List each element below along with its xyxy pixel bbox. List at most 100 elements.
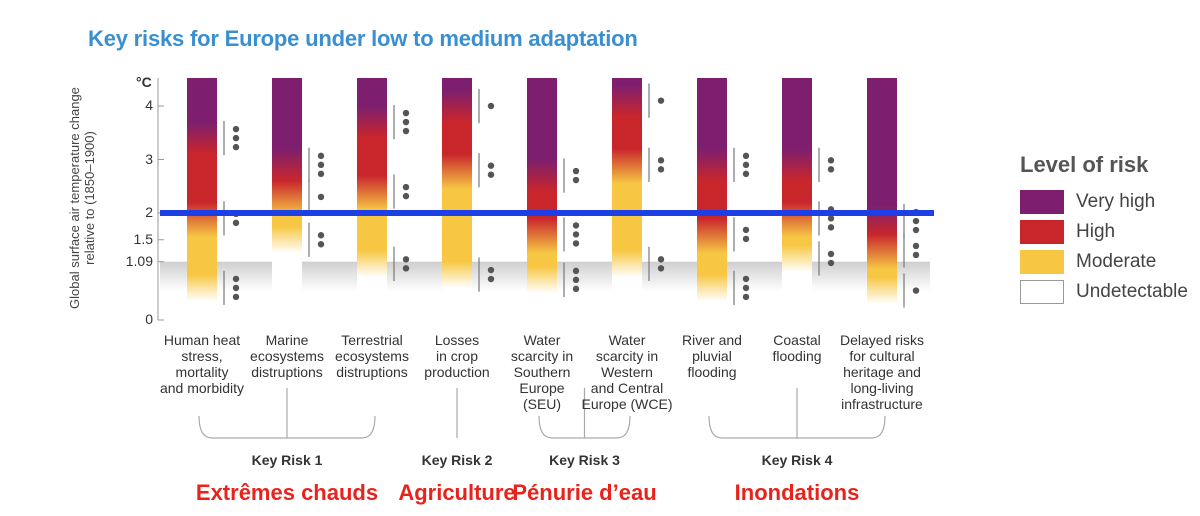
bar-layer bbox=[187, 78, 897, 320]
confidence-dot bbox=[487, 266, 495, 274]
legend-title: Level of risk bbox=[1020, 152, 1149, 177]
key-risk-label: Key Risk 3 bbox=[549, 452, 620, 468]
category-label: Water scarcity in Southern Europe (SEU) bbox=[510, 332, 574, 412]
category-label: Terrestrial ecosystems distruptions bbox=[335, 332, 409, 380]
legend-label: Very high bbox=[1076, 191, 1156, 212]
confidence-dot bbox=[827, 215, 835, 222]
confidence-dot bbox=[232, 275, 240, 283]
confidence-dot bbox=[572, 231, 580, 238]
confidence-dot bbox=[572, 167, 580, 175]
category-label: Coastal flooding bbox=[772, 332, 822, 364]
confidence-dot bbox=[487, 162, 495, 169]
key-risk-french-label: Extrêmes chauds bbox=[195, 480, 379, 505]
confidence-dot bbox=[912, 251, 920, 259]
confidence-dot bbox=[742, 235, 750, 243]
bracket-layer bbox=[198, 388, 886, 439]
confidence-dot bbox=[742, 152, 750, 160]
confidence-dot bbox=[402, 183, 410, 191]
confidence-dot bbox=[742, 161, 750, 169]
legend-label: High bbox=[1076, 221, 1116, 242]
category-label: Human heat stress, mortality and morbidi… bbox=[159, 332, 245, 396]
confidence-dot bbox=[827, 250, 835, 258]
risk-bar bbox=[272, 78, 302, 320]
category-label: Marine ecosystems distruptions bbox=[250, 332, 324, 380]
risk-bar bbox=[527, 78, 557, 320]
risk-bar bbox=[357, 78, 387, 320]
key-risk-label: Key Risk 4 bbox=[761, 452, 833, 468]
legend-swatch bbox=[1020, 220, 1064, 244]
confidence-dot bbox=[742, 275, 750, 283]
confidence-dot bbox=[742, 226, 750, 234]
risk-bar bbox=[697, 78, 727, 320]
confidence-dot bbox=[402, 118, 410, 126]
confidence-dot bbox=[657, 265, 665, 272]
y-tick-label: 3 bbox=[145, 150, 153, 167]
confidence-dot bbox=[742, 293, 750, 301]
confidence-dot bbox=[232, 134, 240, 142]
y-tick-label: 4 bbox=[145, 97, 153, 113]
confidence-dot bbox=[487, 102, 495, 110]
confidence-dot bbox=[487, 171, 495, 178]
legend-swatch bbox=[1020, 280, 1064, 304]
confidence-dot bbox=[317, 232, 325, 239]
category-label: Losses in crop production bbox=[424, 332, 490, 380]
confidence-dot bbox=[232, 143, 240, 151]
key-risk-french-label: Inondations bbox=[734, 480, 860, 505]
chart-title: Key risks for Europe under low to medium… bbox=[88, 26, 638, 51]
confidence-dot bbox=[912, 287, 920, 294]
confidence-dot bbox=[657, 256, 665, 263]
confidence-dot bbox=[402, 192, 410, 200]
key-risk-french-label: Agriculture bbox=[398, 480, 516, 505]
risk-bar bbox=[442, 78, 472, 320]
confidence-dot bbox=[572, 222, 580, 229]
confidence-dot bbox=[232, 284, 240, 292]
confidence-dot bbox=[572, 176, 580, 184]
category-label: Water scarcity in Western and Central Eu… bbox=[581, 332, 673, 412]
confidence-dot bbox=[487, 275, 495, 283]
confidence-dot bbox=[572, 276, 580, 284]
legend-swatch bbox=[1020, 250, 1064, 274]
confidence-dot bbox=[572, 267, 580, 275]
confidence-dot bbox=[742, 170, 750, 178]
confidence-dot bbox=[742, 284, 750, 292]
confidence-dot bbox=[912, 217, 920, 225]
confidence-layer bbox=[223, 83, 920, 308]
confidence-dot bbox=[572, 240, 580, 247]
confidence-dot bbox=[402, 265, 410, 272]
key-risk-french-label: Pénurie d’eau bbox=[512, 480, 657, 505]
confidence-dot bbox=[827, 166, 835, 173]
confidence-dot bbox=[317, 193, 325, 201]
y-tick-label: 1.09 bbox=[125, 252, 153, 269]
risk-bar bbox=[867, 78, 897, 320]
confidence-dot bbox=[912, 226, 920, 234]
y-tick-label: 1.5 bbox=[133, 230, 153, 247]
confidence-dot bbox=[402, 109, 410, 117]
category-label: Delayed risks for cultural heritage and … bbox=[839, 332, 925, 412]
confidence-dot bbox=[657, 157, 665, 164]
confidence-dot bbox=[827, 224, 835, 231]
confidence-dot bbox=[657, 166, 665, 173]
category-label: River and pluvial flooding bbox=[682, 332, 742, 380]
confidence-dot bbox=[827, 259, 835, 267]
y-tick-label: 0 bbox=[145, 311, 153, 327]
legend-label: Undetectable bbox=[1076, 281, 1188, 302]
risk-bar bbox=[782, 78, 812, 320]
confidence-dot bbox=[232, 125, 240, 133]
confidence-dot bbox=[317, 170, 325, 178]
key-risk-label: Key Risk 1 bbox=[251, 452, 323, 468]
key-risk-label: Key Risk 2 bbox=[421, 452, 493, 468]
confidence-dot bbox=[317, 241, 325, 248]
confidence-dot bbox=[232, 293, 240, 301]
y-axis-unit: °C bbox=[136, 74, 152, 90]
y-tick-label: 2 bbox=[145, 204, 153, 220]
confidence-dot bbox=[402, 256, 410, 263]
confidence-dot bbox=[572, 285, 580, 293]
risk-bar bbox=[612, 78, 642, 320]
confidence-dot bbox=[402, 127, 410, 135]
confidence-dot bbox=[827, 157, 835, 164]
risk-bar bbox=[187, 78, 217, 320]
legend-label: Moderate bbox=[1076, 251, 1157, 272]
confidence-dot bbox=[232, 219, 240, 227]
confidence-dot bbox=[912, 242, 920, 250]
